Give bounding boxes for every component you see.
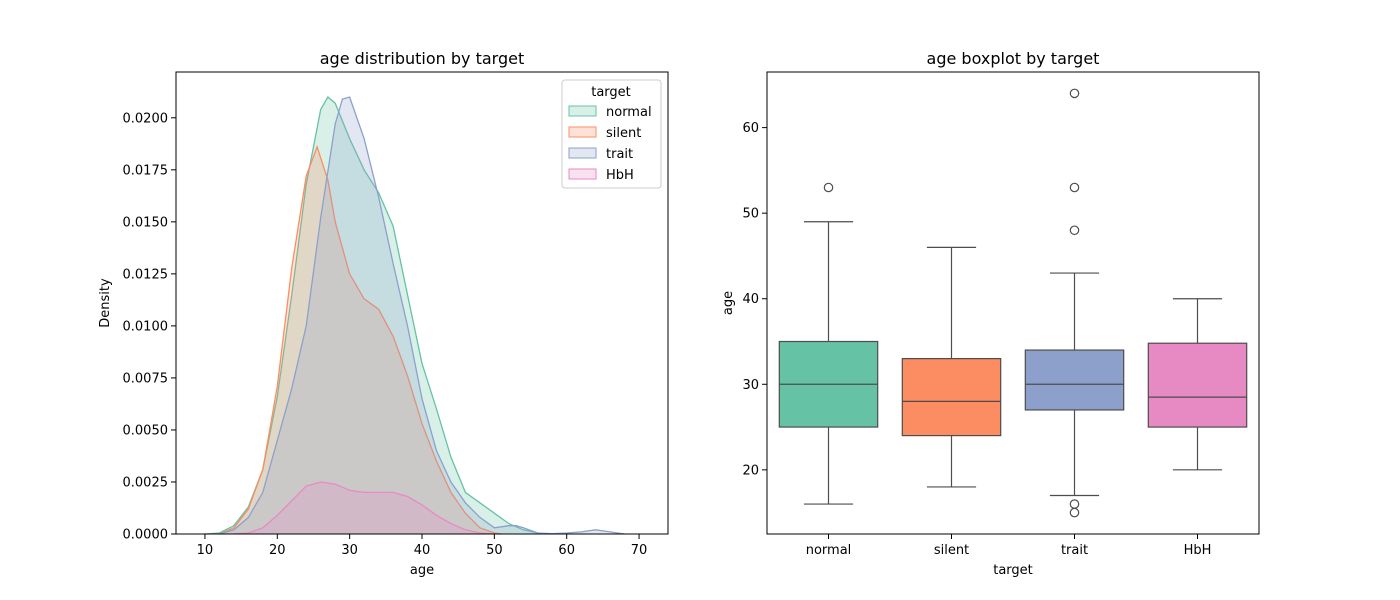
density-y-tick-label-0.0000: 0.0000 xyxy=(123,528,169,543)
density-y-tick-label-0.0025: 0.0025 xyxy=(123,475,169,490)
box-x-tick-label-trait: trait xyxy=(1061,543,1088,558)
legend-swatch-HbH xyxy=(568,168,597,180)
density-x-tick-label-40: 40 xyxy=(414,543,431,558)
legend-label-HbH: HbH xyxy=(606,168,634,183)
box-y-ticks: 20 30 40 50 60 xyxy=(742,121,767,478)
box-body-silent xyxy=(901,358,1002,437)
legend-swatch-normal xyxy=(568,105,597,117)
density-line-HbH xyxy=(233,481,495,535)
outlier-trait-2 xyxy=(1069,225,1080,236)
density-y-tick-label-0.0175: 0.0175 xyxy=(123,163,169,178)
box-chart: age boxplot by target 20 30 40 50 60 normal s… xyxy=(721,49,1260,578)
density-chart-title: age distribution by target xyxy=(320,49,525,68)
outlier-trait-1 xyxy=(1069,182,1080,193)
box-x-ticks: normal silent trait HbH xyxy=(806,534,1212,558)
density-x-tick-label-50: 50 xyxy=(486,543,503,558)
density-plot-frame xyxy=(175,71,669,535)
box-x-tick-label-HbH: HbH xyxy=(1184,543,1212,558)
legend: target normal silent trait HbH xyxy=(561,79,662,189)
box-y-axis-title: age xyxy=(721,291,736,315)
box-y-tick-label-30: 30 xyxy=(742,378,759,393)
box-body-HbH xyxy=(1147,342,1248,428)
box-body-trait xyxy=(1024,349,1125,411)
legend-label-silent: silent xyxy=(606,126,641,141)
density-area-HbH xyxy=(233,482,495,534)
box-elements xyxy=(778,88,1248,518)
density-x-axis-title: age xyxy=(410,563,434,578)
density-chart: age distribution by target 10 20 30 40 50 60 7… xyxy=(98,49,669,578)
legend-title: target xyxy=(591,85,631,100)
box-normal xyxy=(778,182,879,505)
outlier-trait-0 xyxy=(1069,88,1080,99)
legend-swatch-trait xyxy=(568,147,597,159)
box-HbH xyxy=(1147,298,1248,471)
density-y-tick-label-0.0125: 0.0125 xyxy=(123,267,169,282)
outlier-trait-4 xyxy=(1069,507,1080,518)
density-x-tick-label-10: 10 xyxy=(197,543,214,558)
legend-swatch-silent xyxy=(568,126,597,138)
density-x-tick-label-20: 20 xyxy=(269,543,286,558)
box-y-tick-label-20: 20 xyxy=(742,463,759,478)
density-x-ticks: 10 20 30 40 50 60 70 xyxy=(197,534,648,558)
box-plot-frame xyxy=(766,71,1260,535)
density-y-tick-label-0.0075: 0.0075 xyxy=(123,371,169,386)
legend-label-trait: trait xyxy=(606,147,633,162)
density-areas xyxy=(204,95,625,535)
density-area-silent xyxy=(219,146,502,534)
legend-box xyxy=(561,79,662,189)
density-area-trait xyxy=(219,97,625,534)
legend-label-normal: normal xyxy=(606,105,652,120)
box-y-tick-label-50: 50 xyxy=(742,207,759,222)
box-x-axis-title: target xyxy=(993,563,1033,578)
box-trait xyxy=(1024,88,1125,518)
density-y-tick-label-0.0150: 0.0150 xyxy=(123,215,169,230)
box-x-tick-label-silent: silent xyxy=(934,543,969,558)
box-x-tick-label-normal: normal xyxy=(806,543,852,558)
density-y-tick-label-0.0050: 0.0050 xyxy=(123,423,169,438)
density-y-tick-label-0.0100: 0.0100 xyxy=(123,319,169,334)
legend-entries: normal silent trait HbH xyxy=(568,105,652,183)
density-y-axis-title: Density xyxy=(98,278,113,328)
density-line-silent xyxy=(219,144,502,535)
density-x-tick-label-70: 70 xyxy=(631,543,648,558)
box-y-tick-label-40: 40 xyxy=(742,292,759,307)
density-x-tick-label-30: 30 xyxy=(341,543,358,558)
density-x-tick-label-60: 60 xyxy=(558,543,575,558)
box-silent xyxy=(901,246,1002,488)
density-area-normal xyxy=(204,97,545,534)
box-chart-title: age boxplot by target xyxy=(927,49,1100,68)
density-y-tick-label-0.0200: 0.0200 xyxy=(123,111,169,126)
outlier-normal-0 xyxy=(823,182,834,193)
box-y-tick-label-60: 60 xyxy=(742,121,759,136)
density-y-ticks: 0.0000 0.0025 0.0050 0.0075 0.0100 0.0125 0.01… xyxy=(123,111,176,543)
